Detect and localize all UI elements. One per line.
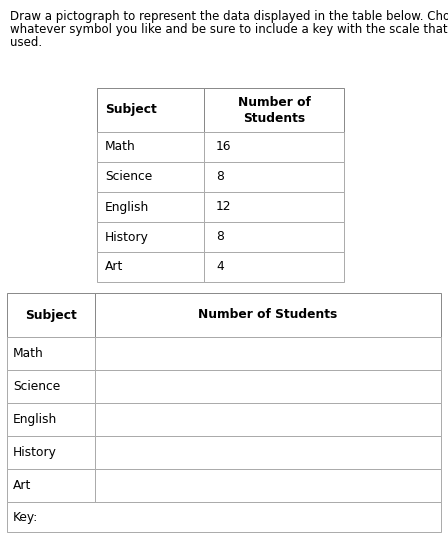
Text: Key:: Key: [13,511,38,524]
Text: Number of
Students: Number of Students [237,96,310,124]
Text: Number of Students: Number of Students [198,308,338,321]
Text: Art: Art [105,261,123,274]
Text: Art: Art [13,479,31,492]
Text: English: English [13,413,57,426]
Text: 4: 4 [216,261,224,274]
Text: Math: Math [13,347,44,360]
Text: 16: 16 [216,141,232,154]
Bar [97,162,204,192]
Bar [97,222,204,252]
Text: whatever symbol you like and be sure to include a key with the scale that you: whatever symbol you like and be sure to … [10,23,448,36]
Text: Science: Science [13,380,60,393]
Bar [95,436,441,469]
Text: 8: 8 [216,230,224,243]
Bar [204,162,344,192]
Bar [204,132,344,162]
Bar [97,192,204,222]
Bar [204,88,344,132]
Bar [97,132,204,162]
Bar [204,252,344,282]
Bar [97,252,204,282]
Text: History: History [105,230,149,243]
Text: Subject: Subject [105,103,157,116]
Text: Science: Science [105,170,152,183]
Bar [95,469,441,502]
Text: Draw a pictograph to represent the data displayed in the table below. Choose: Draw a pictograph to represent the data … [10,10,448,23]
Text: 12: 12 [216,201,232,214]
Bar [7,337,95,370]
Bar [95,370,441,403]
Text: used.: used. [10,36,42,49]
Text: Subject: Subject [25,308,77,321]
Bar [204,192,344,222]
Bar [95,293,441,337]
Text: Math: Math [105,141,136,154]
Bar [7,370,95,403]
Text: 8: 8 [216,170,224,183]
Text: English: English [105,201,149,214]
Bar [95,337,441,370]
Bar [7,469,95,502]
Bar [204,222,344,252]
Bar [7,436,95,469]
Bar [97,88,204,132]
Bar [95,403,441,436]
Bar [7,403,95,436]
Bar [7,502,441,532]
Text: History: History [13,446,57,459]
Bar [7,293,95,337]
